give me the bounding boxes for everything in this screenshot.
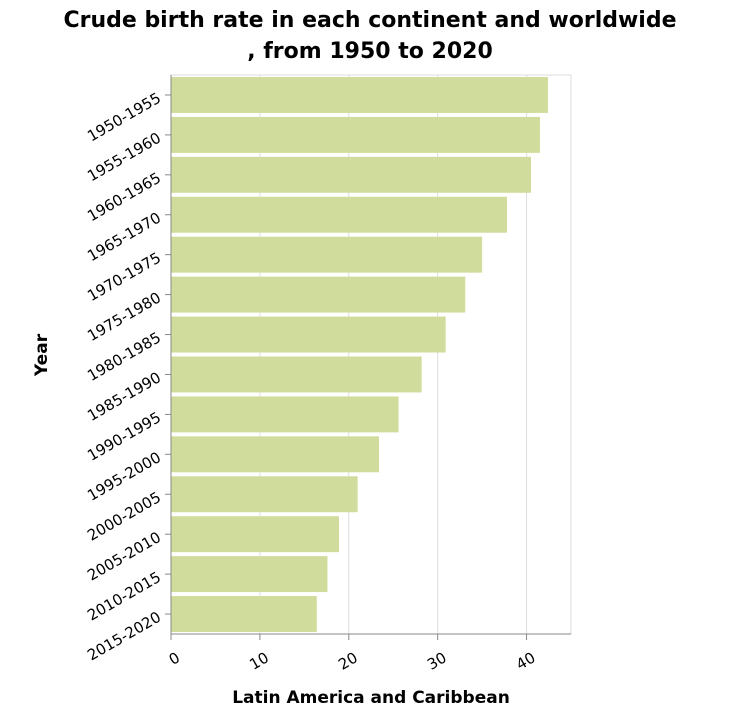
- bar-1985-1990: [171, 356, 422, 393]
- x-tick-label: 20: [335, 649, 361, 674]
- x-axis-title: Latin America and Caribbean: [232, 688, 510, 708]
- bar-1980-1985: [171, 316, 446, 353]
- bar-1990-1995: [171, 396, 399, 433]
- bar-1950-1955: [171, 76, 548, 113]
- chart-title-line-1: Crude birth rate in each continent and w…: [63, 8, 676, 33]
- axes: [165, 75, 571, 640]
- bar-2005-2010: [171, 516, 339, 553]
- x-tick-label: 10: [246, 649, 272, 674]
- y-tick-labels: 1950-19551955-19601960-19651965-19701970…: [84, 89, 164, 665]
- bar-2010-2015: [171, 556, 328, 593]
- x-tick-label: 0: [166, 649, 183, 669]
- bar-2000-2005: [171, 476, 358, 513]
- bar-1975-1980: [171, 276, 466, 313]
- y-axis-title: Year: [32, 333, 52, 377]
- x-tick-label: 40: [513, 649, 539, 674]
- bar-1955-1960: [171, 116, 540, 153]
- bar-1995-2000: [171, 436, 379, 473]
- chart-title-line-2: , from 1950 to 2020: [247, 39, 493, 64]
- x-tick-labels: 0 10 20 30 40: [166, 649, 539, 674]
- bar-1960-1965: [171, 156, 531, 193]
- bar-1965-1970: [171, 196, 507, 233]
- bar-2015-2020: [171, 596, 317, 633]
- x-tick-label: 30: [424, 649, 450, 674]
- bars: [171, 76, 548, 633]
- bar-1970-1975: [171, 236, 483, 273]
